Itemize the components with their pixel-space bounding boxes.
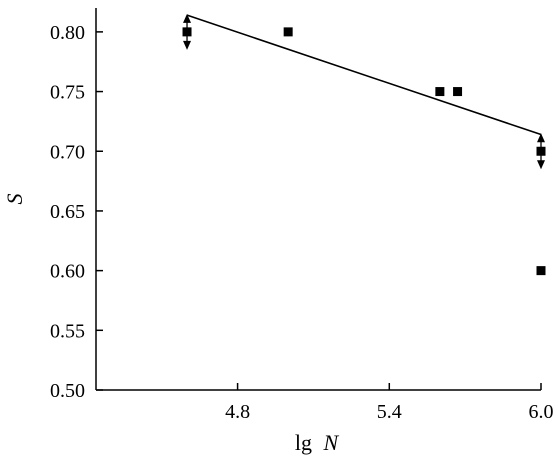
fit-line-group	[186, 14, 542, 136]
x-tick-label: 6.0	[529, 401, 554, 423]
x-tick-label: 5.4	[377, 401, 402, 423]
y-axis-title: S	[2, 194, 27, 205]
y-tick-label: 0.65	[50, 201, 85, 223]
y-tick-label: 0.70	[50, 141, 85, 163]
runout-arrow-up-icon	[537, 133, 545, 143]
data-point-marker	[435, 87, 445, 97]
data-point-marker	[453, 87, 463, 97]
runout-arrow-down-icon	[537, 160, 545, 170]
x-ticks: 4.8 5.4 6.0	[225, 383, 554, 423]
y-tick-label: 0.75	[50, 82, 85, 104]
data-point-marker	[536, 266, 546, 276]
x-axis-title-variable: N	[322, 430, 339, 455]
y-tick-label: 0.60	[50, 261, 85, 283]
y-tick-label: 0.50	[50, 380, 85, 402]
runout-arrow-up-icon	[183, 13, 192, 23]
x-axis-title-prefix: lg	[295, 430, 312, 455]
y-ticks: 0.50 0.55 0.60 0.65 0.70 0.75 0.80	[50, 22, 103, 402]
x-tick-label: 4.8	[225, 401, 250, 423]
y-tick-label: 0.80	[50, 22, 85, 44]
y-tick-label: 0.55	[50, 320, 85, 342]
runout-arrow-down-icon	[183, 40, 192, 50]
data-points	[182, 13, 546, 276]
fit-line	[186, 14, 542, 136]
x-axis-title: lg N	[295, 430, 340, 455]
data-point-marker	[283, 27, 293, 37]
axes	[95, 8, 541, 391]
